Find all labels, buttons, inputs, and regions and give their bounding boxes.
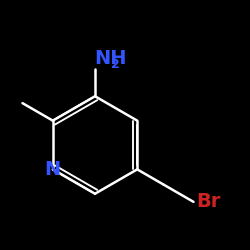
Text: N: N — [45, 160, 61, 179]
Text: NH: NH — [94, 48, 126, 68]
Text: 2: 2 — [111, 58, 120, 71]
Text: Br: Br — [196, 192, 221, 212]
